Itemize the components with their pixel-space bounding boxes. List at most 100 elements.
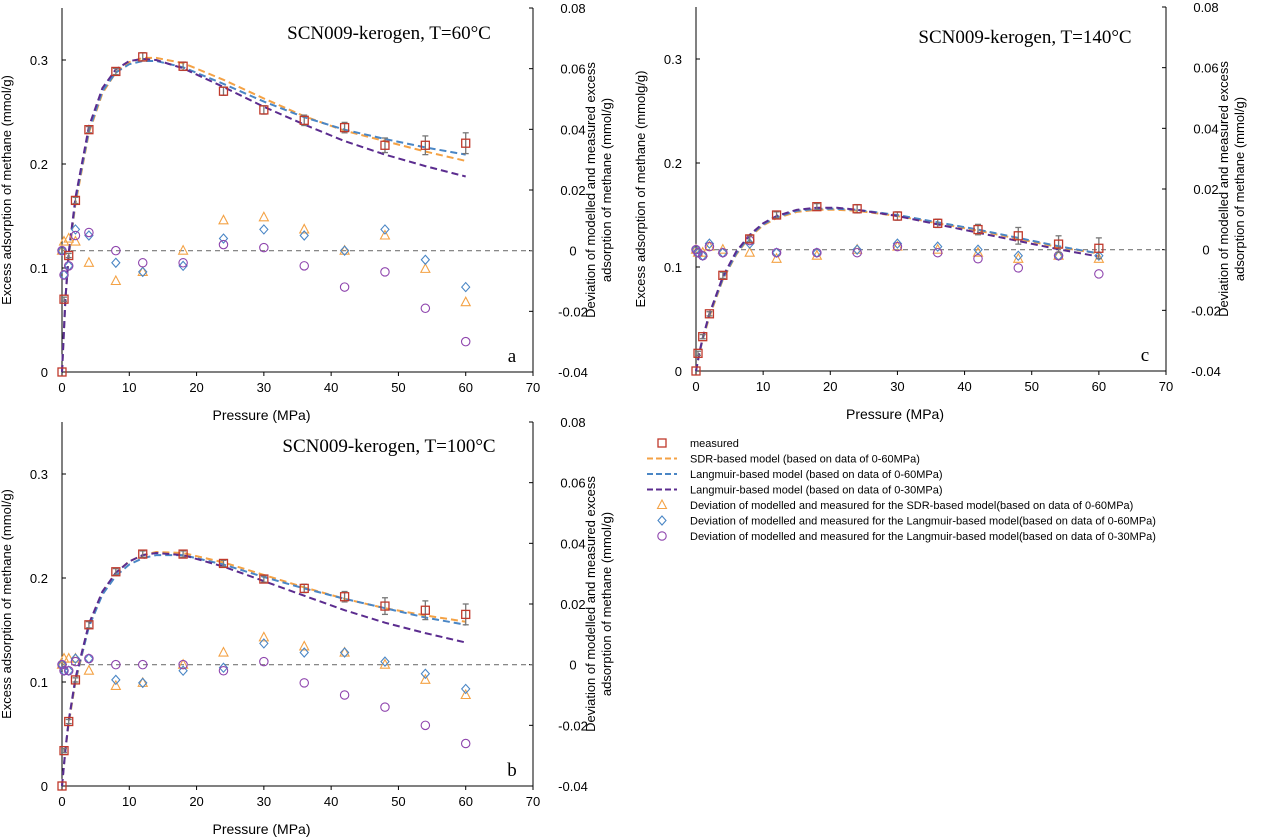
point-measured [218,86,229,96]
y2-tick-label: 0.04 [1193,121,1218,136]
point-dev_lang30 [259,242,269,253]
point-measured [691,366,701,376]
x-tick-label: 50 [391,794,405,809]
point-dev_sdr [298,223,310,234]
x-tick-label: 60 [458,380,472,395]
point-dev_lang30 [932,247,943,258]
y2-axis-label-line2: adsorption of methane (mmol/g) [599,98,614,282]
point-measured [64,716,74,727]
point-dev_sdr [177,244,189,255]
y2-axis-label-line2: adsorption of methane (mmol/g) [1232,97,1247,281]
point-dev_sdr [56,244,68,255]
point-dev_lang60 [380,656,390,667]
point-measured [138,549,148,559]
point-dev_sdr [298,640,310,651]
point-dev_lang30 [70,656,81,667]
point-dev_lang30 [218,665,229,676]
point-dev_lang30 [137,659,148,670]
y-tick-label: 0 [41,779,48,794]
point-measured [57,781,67,791]
x-tick-label: 0 [58,794,65,809]
y2-tick-label: -0.02 [558,304,588,319]
point-dev_sdr [744,246,756,257]
point-dev_sdr [177,658,189,669]
point-dev_lang30 [892,241,903,252]
point-dev_lang30 [299,261,309,271]
panel-label: a [508,346,517,367]
y-tick-label: 0.2 [30,157,48,172]
point-measured [461,138,471,148]
y2-tick-label: -0.02 [1191,303,1221,318]
point-dev_lang60 [892,238,903,249]
point-dev_lang30 [771,247,782,258]
y2-axis-label-line1: Deviation of modelled and measured exces… [1216,61,1231,317]
point-dev_sdr [110,679,122,690]
point-dev_lang60 [259,224,269,235]
point-dev_sdr [70,235,81,246]
point-dev_lang60 [460,281,471,293]
point-dev_lang30 [299,678,309,688]
y2-tick-label: -0.04 [558,779,588,794]
legend-swatch-measured [657,438,667,448]
point-measured [704,309,715,319]
point-dev_sdr [63,652,75,663]
point-dev_sdr [137,265,149,276]
point-dev_lang30 [111,245,121,256]
legend-label-dev_lang30: Deviation of modelled and measured for t… [690,531,1156,543]
point-measured [299,115,309,125]
y-axis-label: Excess adsorption of methane (mmol/g) [0,489,14,719]
point-measured [299,583,309,594]
y-axis-label: Excess adsorption of methane (mmol/g) [0,75,14,305]
series-line-lang60 [695,207,1100,372]
x-axis-label: Pressure (MPa) [846,406,944,422]
point-dev_lang30 [259,656,269,667]
point-measured [84,125,94,135]
x-tick-label: 50 [1024,379,1038,394]
point-dev_lang30 [704,241,715,252]
point-dev_lang30 [718,247,728,258]
point-dev_lang30 [339,690,350,700]
point-dev_sdr [83,256,95,267]
y2-tick-label: 0.02 [560,183,585,198]
point-dev_lang30 [380,702,390,712]
point-measured [59,745,69,756]
point-dev_sdr [339,646,351,657]
point-dev_lang30 [460,738,471,749]
y2-tick-label: 0.06 [560,476,585,491]
y-tick-label: 0.3 [30,467,48,482]
x-tick-label: 10 [122,380,136,395]
point-dev_sdr [771,252,782,263]
point-dev_sdr [58,235,70,246]
y-tick-label: 0.1 [30,261,48,276]
x-tick-label: 20 [823,379,837,394]
point-measured [461,609,471,620]
point-dev_lang60 [218,662,229,674]
x-tick-label: 50 [391,380,405,395]
y2-tick-label: 0.08 [1193,0,1218,15]
y2-tick-label: -0.02 [558,718,588,733]
point-measured [59,294,69,304]
point-dev_lang60 [84,230,94,241]
point-dev_lang60 [1013,250,1024,262]
x-tick-label: 40 [324,380,338,395]
point-dev_lang60 [380,224,390,235]
point-dev_lang60 [852,244,862,255]
point-dev_sdr [1053,249,1064,260]
x-tick-label: 40 [324,794,338,809]
point-measured [892,211,903,221]
point-measured [339,122,350,133]
y2-tick-label: 0.04 [560,122,585,137]
point-measured [111,567,121,577]
point-measured [1013,231,1023,241]
point-dev_sdr [379,229,391,240]
series-line-lang30 [61,57,466,373]
y-tick-label: 0.1 [664,260,682,275]
point-dev_lang60 [70,224,81,235]
point-dev_lang30 [697,250,708,261]
y2-axis-label-line2: adsorption of methane (mmol/g) [599,512,614,696]
point-dev_lang30 [63,665,74,676]
point-dev_lang30 [84,227,94,238]
point-measured [698,332,708,342]
point-measured [138,52,148,62]
point-dev_lang30 [420,720,431,731]
